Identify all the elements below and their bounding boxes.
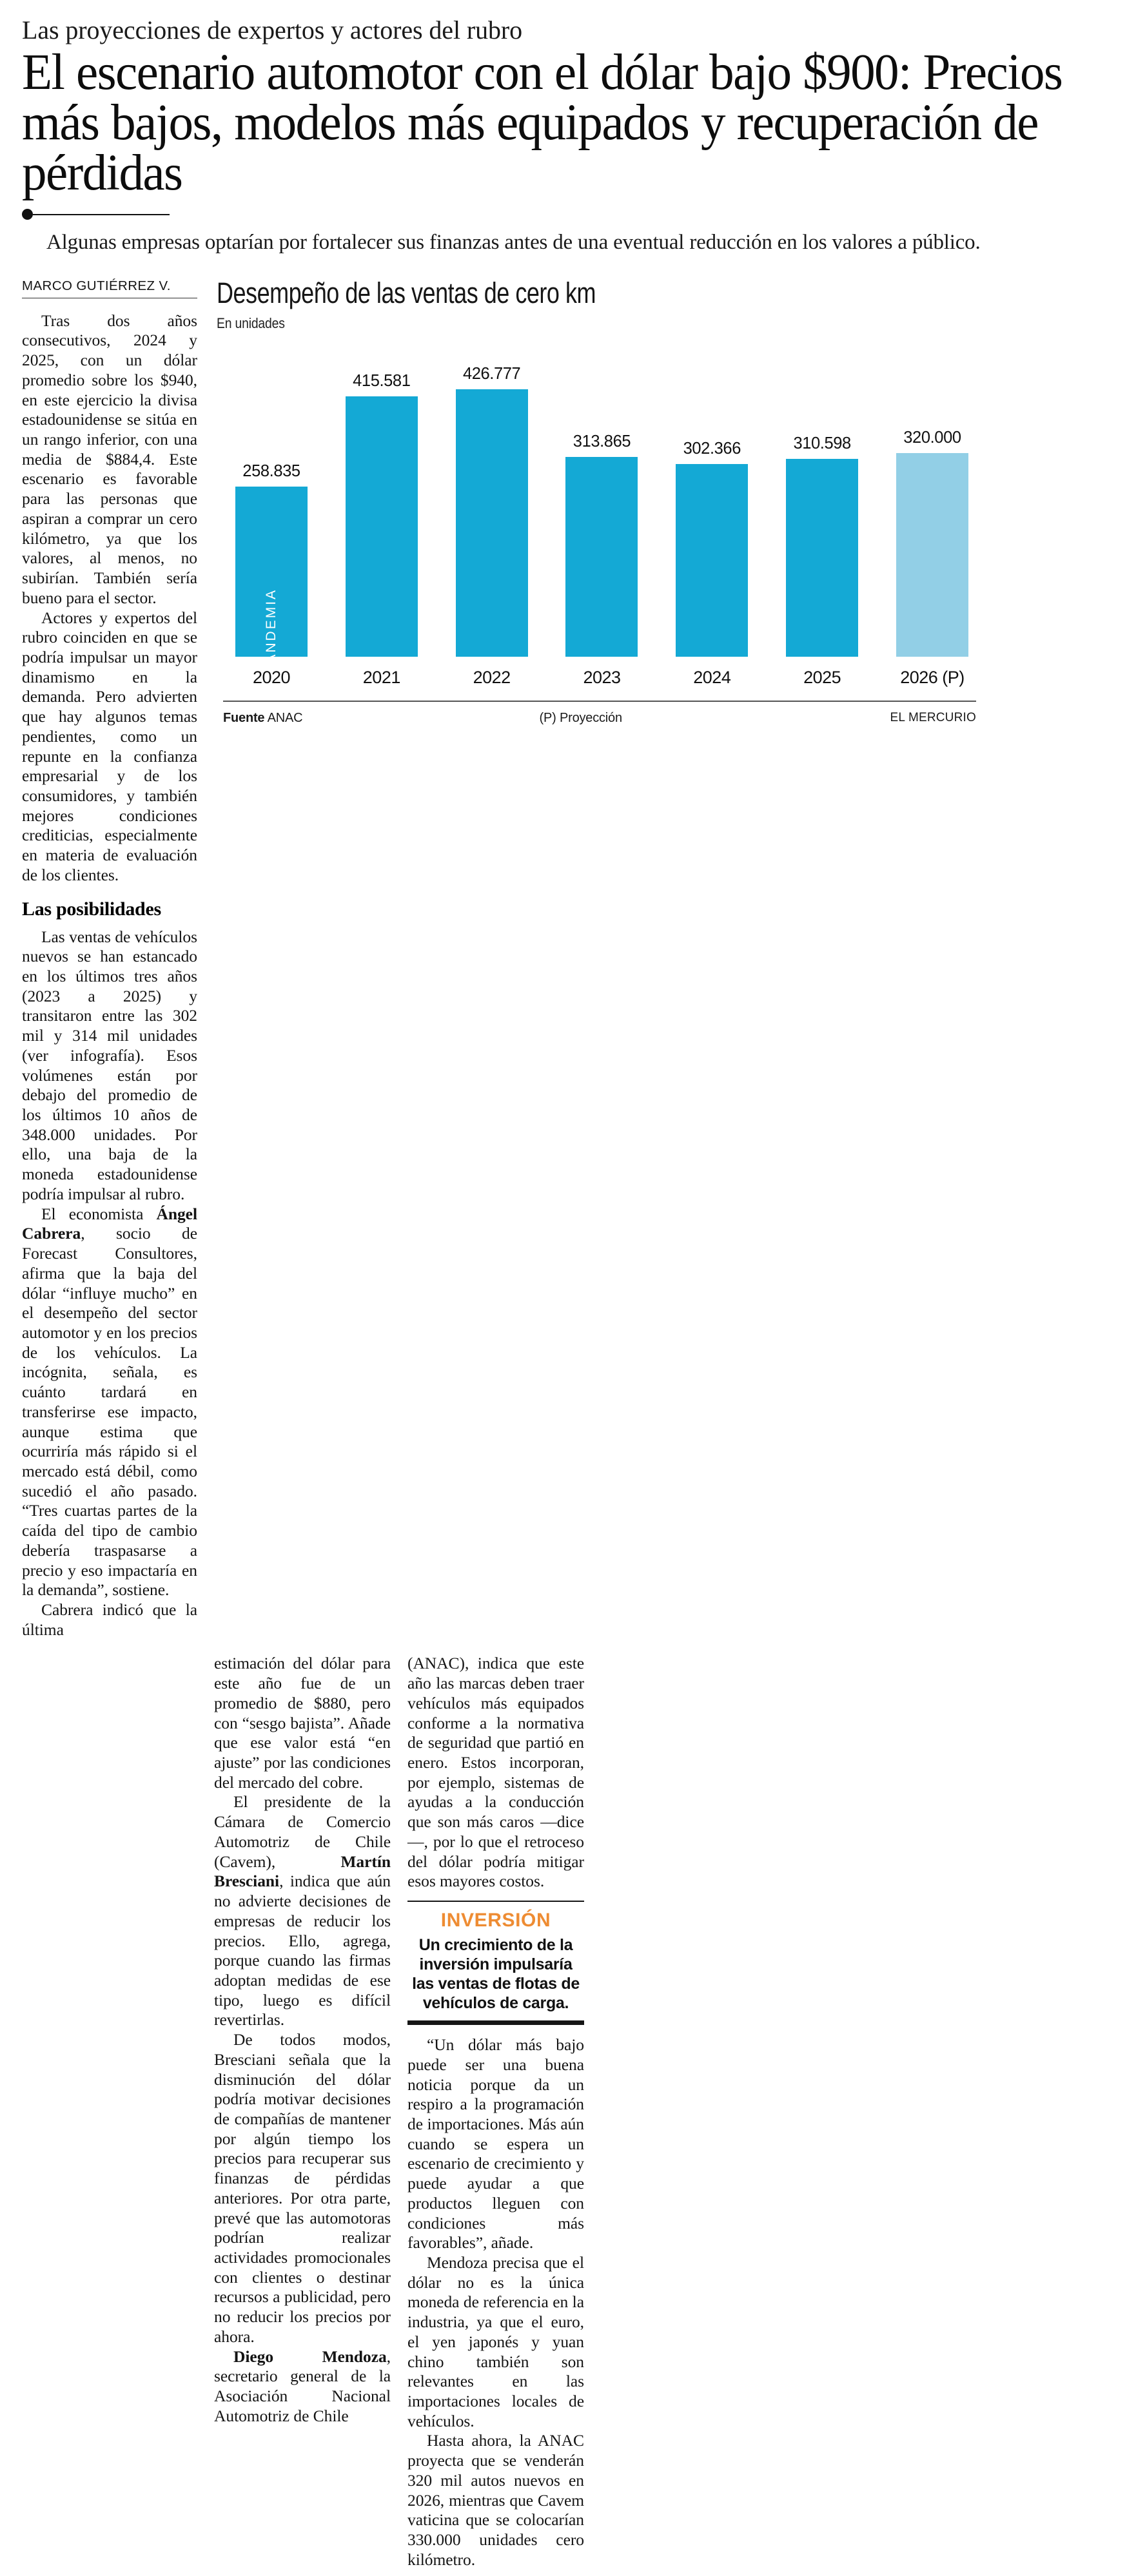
paragraph: Hasta ahora, la ANAC proyecta que se ven… <box>407 2431 584 2569</box>
x-axis-tick: 2021 <box>362 667 401 687</box>
paragraph: El economista Ángel Cabrera, socio de Fo… <box>22 1205 197 1600</box>
x-axis-tick: 2025 <box>803 667 841 687</box>
chart-credit: EL MERCURIO <box>890 710 976 724</box>
bar-value-label: 320.000 <box>903 428 961 447</box>
column-two: estimación del dólar para este año fue d… <box>211 1654 405 2570</box>
bar-rect <box>345 396 418 657</box>
bar-series: 258.835 PANDEMIA 415.581 426.777 <box>223 354 981 673</box>
x-axis-tick: 2022 <box>473 667 511 687</box>
bar-item: 426.777 <box>444 354 540 657</box>
bar-value-label: 313.865 <box>573 432 631 450</box>
column-three: (ANAC), indica que este año las marcas d… <box>405 1654 598 2570</box>
paragraph-tail: , indica que aún no advierte decisiones … <box>214 1872 391 2029</box>
paragraph: estimación del dólar para este año fue d… <box>214 1654 391 1792</box>
chart-note: (P) Proyección <box>539 710 623 725</box>
paragraph: De todos modos, Bresciani señala que la … <box>214 2030 391 2346</box>
infographic: Desempeño de las ventas de cero km En un… <box>211 278 1105 1640</box>
bar-rect <box>786 458 859 657</box>
chart-subtitle: En unidades <box>217 315 285 331</box>
paragraph: Mendoza precisa que el dólar no es la ún… <box>407 2252 584 2430</box>
section-subheading: Las posibilidades <box>22 898 161 920</box>
paragraph: Cabrera indicó que la última <box>22 1600 197 1639</box>
bar-item: 258.835 PANDEMIA <box>223 354 320 673</box>
person-name: Diego Mendoza <box>233 2347 387 2366</box>
article-standfirst: Algunas empresas optarían por fortalecer… <box>46 230 981 254</box>
bullet-dot-icon <box>22 209 33 220</box>
bar-rect-projection <box>896 452 968 657</box>
paragraph-tail: , socio de Forecast Consultores, afirma … <box>22 1224 197 1600</box>
x-axis-tick: 2023 <box>583 667 621 687</box>
chart-source: Fuente ANAC <box>223 711 540 726</box>
article-body: MARCO GUTIÉRREZ V. Tras dos años consecu… <box>22 278 1105 2570</box>
x-axis-tick: 2026 (P) <box>900 667 965 687</box>
article-kicker: Las proyecciones de expertos y actores d… <box>22 15 523 44</box>
column-one: MARCO GUTIÉRREZ V. Tras dos años consecu… <box>22 278 211 1640</box>
paragraph: Tras dos años consecutivos, 2024 y 2025,… <box>22 311 197 607</box>
paragraph: Las ventas de vehículos nuevos se han es… <box>22 927 197 1203</box>
column-one-continued <box>22 1654 211 2570</box>
paragraph: El presidente de la Cámara de Comercio A… <box>214 1792 391 2030</box>
bar-item: 313.865 <box>553 354 650 657</box>
bar-chart-plot: 258.835 PANDEMIA 415.581 426.777 <box>223 336 981 697</box>
bar-value-label: 302.366 <box>683 439 741 458</box>
paragraph-lead: El economista <box>41 1204 157 1223</box>
x-axis-tick: 2024 <box>693 667 731 687</box>
pullquote-kicker: INVERSIÓN <box>440 1910 551 1932</box>
paragraph: Actores y expertos del rubro coinciden e… <box>22 608 197 884</box>
top-row: MARCO GUTIÉRREZ V. Tras dos años consecu… <box>22 278 1105 1640</box>
chart-source-value: ANAC <box>267 710 303 725</box>
bar-rect: PANDEMIA <box>235 486 308 673</box>
pullquote-box: INVERSIÓN Un crecimiento de la inversión… <box>407 1901 584 2026</box>
bar-rect <box>455 389 528 657</box>
bar-value-label: 415.581 <box>353 371 411 390</box>
chart-title: Desempeño de las ventas de cero km <box>217 276 596 309</box>
chart-footer: Fuente ANAC (P) Proyección EL MERCURIO <box>223 711 976 726</box>
bar-rect <box>676 463 749 657</box>
headline-divider <box>22 209 1105 220</box>
chart-footer-divider <box>223 700 976 702</box>
bar-value-label: 258.835 <box>242 461 300 480</box>
x-axis-tick: 2020 <box>252 667 291 687</box>
x-axis-labels: 2020 2021 2022 2023 2024 2025 2026 (P) <box>223 668 981 688</box>
paragraph-lead: El presidente de la Cámara de Comercio A… <box>214 1792 391 1871</box>
bar-item: 320.000 <box>884 354 981 657</box>
bottom-row: estimación del dólar para este año fue d… <box>22 1654 1105 2570</box>
person-name: Martín Bresciani <box>214 1852 391 1891</box>
article-byline: MARCO GUTIÉRREZ V. <box>22 278 197 298</box>
chart-source-label: Fuente <box>223 710 265 725</box>
paragraph: (ANAC), indica que este año las marcas d… <box>407 1654 584 1891</box>
divider-line <box>33 213 170 215</box>
person-name: Ángel Cabrera <box>22 1204 197 1243</box>
bar-value-label: 426.777 <box>462 364 521 383</box>
bar-item: 415.581 <box>333 354 430 657</box>
column-four-spacer <box>598 1654 792 2570</box>
bar-rect <box>565 456 638 657</box>
paragraph: Diego Mendoza, secretario general de la … <box>214 2347 391 2426</box>
bar-item: 310.598 <box>774 354 870 657</box>
paragraph: “Un dólar más bajo puede ser una buena n… <box>407 2035 584 2252</box>
article-header: Las proyecciones de expertos y actores d… <box>22 15 1105 257</box>
bar-annotation-pandemia: PANDEMIA <box>264 588 279 673</box>
pullquote-text: Un crecimiento de la inversión impulsarí… <box>412 1936 580 2013</box>
bar-value-label: 310.598 <box>793 434 851 452</box>
bar-item: 302.366 <box>663 354 760 657</box>
article-headline: El escenario automotor con el dólar bajo… <box>22 44 1063 202</box>
